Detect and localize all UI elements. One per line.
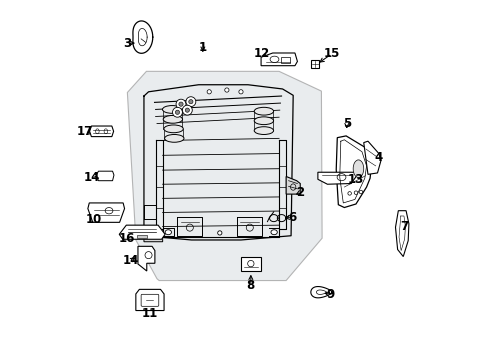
Text: 13: 13 (347, 173, 363, 186)
Polygon shape (363, 141, 380, 174)
Ellipse shape (352, 160, 363, 177)
Circle shape (185, 108, 189, 112)
Polygon shape (317, 172, 356, 184)
Polygon shape (119, 225, 165, 239)
Bar (137, 235, 147, 238)
Polygon shape (261, 53, 297, 66)
Circle shape (175, 110, 179, 114)
Ellipse shape (254, 127, 273, 135)
Ellipse shape (254, 117, 273, 125)
Text: 2: 2 (296, 186, 304, 199)
Circle shape (217, 231, 222, 235)
Text: 6: 6 (287, 211, 296, 224)
Ellipse shape (163, 116, 182, 123)
Ellipse shape (162, 105, 182, 113)
Polygon shape (88, 203, 124, 222)
Circle shape (182, 105, 192, 115)
Circle shape (224, 88, 228, 92)
Polygon shape (89, 126, 113, 136)
Ellipse shape (358, 190, 362, 194)
Polygon shape (336, 136, 371, 207)
Text: 12: 12 (253, 47, 269, 60)
Bar (280, 57, 289, 63)
Polygon shape (136, 289, 164, 311)
Polygon shape (143, 226, 163, 242)
Polygon shape (96, 171, 114, 181)
Text: 7: 7 (399, 220, 407, 233)
Text: 16: 16 (119, 232, 135, 245)
Circle shape (238, 90, 243, 94)
Text: 14: 14 (84, 171, 100, 184)
Polygon shape (127, 71, 322, 280)
Ellipse shape (164, 135, 183, 142)
Text: 14: 14 (122, 254, 139, 267)
Text: 4: 4 (374, 150, 382, 163)
Polygon shape (395, 211, 408, 257)
Text: 15: 15 (323, 47, 340, 60)
Polygon shape (285, 176, 300, 194)
Circle shape (185, 97, 195, 107)
Text: 1: 1 (199, 41, 206, 54)
Ellipse shape (254, 107, 273, 115)
Ellipse shape (163, 125, 183, 133)
Circle shape (188, 100, 193, 104)
Circle shape (176, 99, 185, 109)
Circle shape (207, 90, 211, 94)
Circle shape (179, 102, 183, 106)
Text: 10: 10 (85, 213, 102, 226)
Ellipse shape (165, 230, 171, 235)
Polygon shape (138, 246, 155, 271)
Bar (241, 257, 260, 271)
Ellipse shape (353, 191, 357, 194)
Text: 3: 3 (123, 37, 131, 50)
Text: 9: 9 (326, 288, 334, 301)
Text: 11: 11 (142, 307, 158, 320)
Circle shape (172, 107, 182, 117)
Text: 17: 17 (77, 125, 93, 138)
Text: 8: 8 (246, 279, 254, 292)
Bar (310, 60, 319, 68)
Text: 5: 5 (342, 117, 350, 130)
Ellipse shape (347, 192, 351, 195)
Ellipse shape (270, 230, 277, 235)
